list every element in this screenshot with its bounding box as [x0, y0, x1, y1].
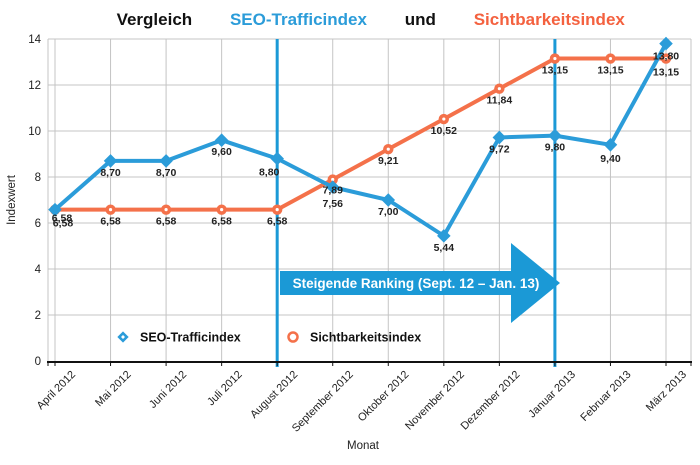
x-tick-label: Juni 2012 — [147, 369, 189, 411]
data-label: 9,72 — [489, 143, 510, 155]
data-label: 13,15 — [653, 67, 679, 79]
data-label: 11,84 — [487, 95, 513, 107]
x-tick-label: Juli 2012 — [205, 369, 245, 409]
x-tick-label: August 2012 — [248, 369, 300, 421]
annotation-layer: Steigende Ranking (Sept. 12 – Jan. 13) — [280, 243, 560, 323]
period-marker-lines — [275, 39, 557, 367]
y-tick-label: 6 — [35, 218, 41, 230]
data-point-center-dot — [164, 208, 168, 212]
data-point-center-dot — [497, 87, 501, 91]
data-label: 6,58 — [156, 216, 177, 228]
annotation-text: Steigende Ranking (Sept. 12 – Jan. 13) — [293, 276, 540, 291]
data-point-diamond — [492, 130, 507, 145]
y-tick-label: 8 — [35, 172, 41, 184]
data-label: 5,44 — [434, 242, 455, 254]
legend: SEO-Trafficindex Sichtbarkeitsindex — [117, 331, 421, 345]
legend-item-sichtbarkeitsindex: Sichtbarkeitsindex — [287, 331, 421, 345]
data-point-diamond — [603, 138, 618, 152]
data-point-center-dot — [108, 208, 113, 212]
series-line-sichtbarkeitsindex — [53, 56, 668, 212]
chart-title: Vergleich SEO-Trafficindex und Sichtbark… — [84, 10, 649, 29]
data-label: 6,58 — [211, 216, 232, 228]
data-label: 6,58 — [53, 218, 74, 230]
data-point-center-dot — [664, 56, 668, 61]
data-point-diamond — [270, 151, 284, 166]
data-point-diamond — [437, 229, 451, 243]
gridlines — [47, 38, 692, 361]
data-label: 13,80 — [653, 51, 679, 63]
x-tick-label: Februar 2013 — [578, 369, 633, 424]
x-tick-label: Mai 2012 — [93, 369, 133, 409]
data-label: 7,00 — [378, 206, 399, 218]
data-point-center-dot — [553, 56, 557, 61]
legend-label: SEO-Trafficindex — [140, 331, 241, 345]
data-label: 6,58 — [267, 216, 288, 228]
data-label: 10,52 — [431, 125, 457, 137]
data-label: 9,80 — [545, 142, 566, 154]
data-label: 13,15 — [542, 65, 568, 77]
annotation-arrow — [280, 243, 560, 323]
legend-label: Sichtbarkeitsindex — [310, 331, 421, 345]
legend-item-seo-trafficindex: SEO-Trafficindex — [117, 331, 241, 345]
x-tick-label: Dezember 2012 — [459, 369, 523, 433]
y-tick-label: 2 — [35, 310, 41, 322]
data-label: 6,58 — [52, 213, 73, 225]
title-series2: Sichtbarkeitsindex — [474, 10, 626, 29]
data-labels-layer: 6,58 6,58 6,58 6,58 6,587,899,2110,5211,8413… — [52, 51, 680, 254]
data-label: 6,58 — [100, 216, 121, 228]
data-point-diamond — [325, 180, 340, 194]
x-tick-label: Oktober 2012 — [356, 369, 412, 425]
x-tick-label: September 2012 — [290, 369, 356, 435]
data-point-center-dot — [386, 147, 390, 151]
data-point-center-dot — [331, 177, 335, 182]
y-axis-title: Indexwert — [6, 174, 18, 225]
data-label: 7,56 — [323, 198, 344, 210]
data-label: 8,80 — [259, 167, 280, 179]
y-tick-label: 4 — [35, 264, 42, 276]
series-layer — [48, 36, 673, 243]
y-tick-label: 12 — [28, 80, 41, 92]
data-label: 13,15 — [597, 65, 623, 77]
data-label: 8,70 — [100, 167, 121, 179]
x-tick-label: November 2012 — [403, 369, 467, 433]
y-tick-label: 14 — [28, 34, 41, 46]
x-axis-title: Monat — [347, 440, 380, 452]
data-point-center-dot — [608, 56, 613, 61]
data-label: 8,70 — [156, 167, 177, 179]
data-point-diamond — [659, 36, 673, 51]
y-tick-label: 10 — [28, 126, 41, 138]
x-tick-label: März 2013 — [644, 369, 689, 414]
legend-circle-icon — [287, 331, 299, 343]
axes-layer: 0 2 4 6 8 10 12 14 April 2012 Mai 2012 Juni 2012 Ju… — [6, 34, 692, 452]
x-tick-label: Januar 2013 — [526, 369, 578, 421]
title-series1: SEO-Trafficindex — [230, 10, 368, 29]
x-tick-label: April 2012 — [35, 369, 79, 413]
data-label: 9,60 — [211, 146, 232, 158]
data-point-center-dot — [275, 208, 279, 212]
data-point-diamond — [159, 154, 173, 168]
data-point-center-dot — [220, 208, 224, 212]
data-point-center-dot — [442, 117, 446, 121]
title-prefix: Vergleich — [117, 10, 197, 29]
title-conjunction: und — [400, 10, 441, 29]
y-tick-label: 0 — [35, 356, 41, 368]
data-label: 7,89 — [323, 185, 344, 197]
series-line-seo-trafficindex — [53, 41, 668, 238]
data-point-diamond — [103, 154, 118, 168]
data-label: 9,21 — [378, 155, 399, 167]
data-label: 9,40 — [600, 153, 621, 165]
data-point-diamond — [381, 193, 396, 207]
data-point-diamond — [214, 133, 229, 147]
